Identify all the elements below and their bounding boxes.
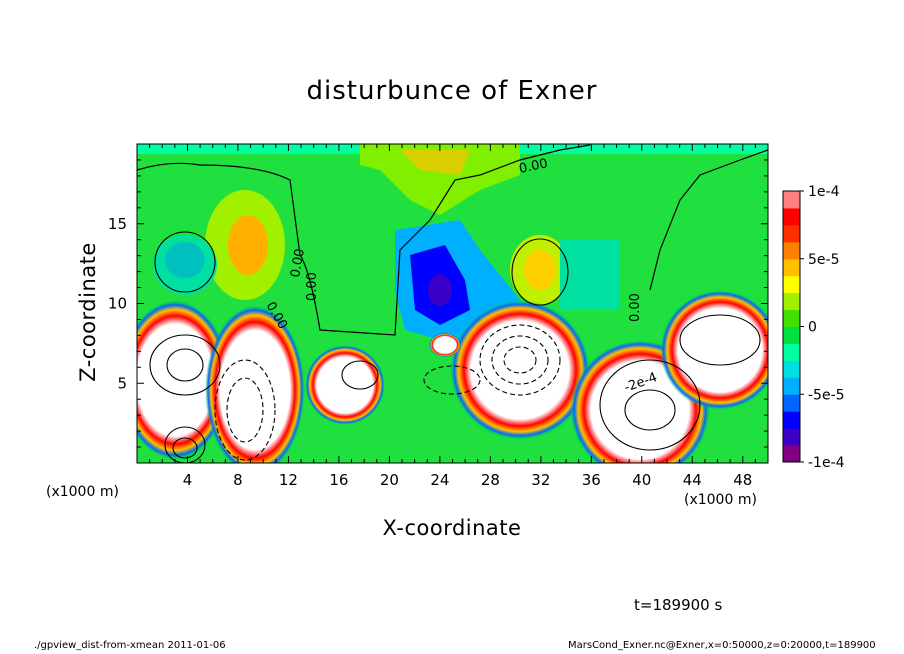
contour-label: 0.00: [288, 248, 308, 279]
x-tick-label: 36: [582, 471, 601, 489]
contour-label: 0.00: [628, 293, 643, 322]
colorbar-tick-label: 1e-4: [808, 184, 840, 200]
x-tick-label: 24: [430, 471, 449, 489]
positive-contours: [149, 314, 761, 463]
colorbar-segment: [783, 224, 800, 243]
colorbar-segment: [783, 343, 800, 361]
x-axis-label: X-coordinate: [382, 516, 522, 540]
colorbar-segment: [783, 377, 800, 395]
contour-ring-right: [511, 238, 569, 306]
x-unit-label-left: (x1000 m): [46, 484, 119, 500]
field-purple-center: [428, 274, 452, 306]
x-tick-label: 16: [329, 471, 348, 489]
field-cyan-right: [560, 240, 620, 310]
field-white-x46: [660, 290, 768, 410]
field-white-x24: [429, 333, 461, 357]
field-white-x10: [205, 305, 305, 463]
colorbar-segment: [783, 428, 800, 446]
y-axis-label: Z-coordinate: [76, 242, 100, 382]
colorbar-segment: [783, 275, 800, 294]
colorbar-segment: [783, 258, 800, 277]
colorbar-segment: [783, 360, 800, 378]
zero-contour-right: [649, 149, 768, 291]
colorbar-tick-label: 5e-5: [808, 252, 839, 268]
negative-contours: [214, 324, 561, 461]
footer-right: MarsCond_Exner.nc@Exner,x=0:50000,z=0:20…: [568, 640, 876, 651]
field-orange-top: [400, 150, 470, 175]
x-tick-label: 4: [183, 471, 193, 489]
field-white-x30: [450, 300, 590, 440]
colorbar-segment: [783, 445, 800, 463]
contour-label: 0.00: [305, 272, 320, 301]
field-yellow-top: [360, 144, 520, 215]
x-tick-label: 12: [279, 471, 298, 489]
y-tick-label: 10: [108, 295, 127, 313]
zero-contour-top: [137, 144, 591, 336]
colorbar-tick-label: -5e-5: [808, 387, 845, 403]
colorbar-segment: [783, 394, 800, 412]
colorbar-segment: [783, 292, 800, 311]
footer-left: ./gpview_dist-from-xmean 2011-01-06: [34, 640, 226, 651]
colorbar-segment: [783, 207, 800, 226]
field-orange-left: [228, 215, 268, 275]
colorbar-tick-label: 0: [808, 320, 817, 336]
x-tick-label: 20: [380, 471, 399, 489]
x-tick-label: 32: [531, 471, 550, 489]
field-cyan-left-core: [165, 242, 205, 278]
colorbar-segment: [783, 326, 800, 344]
y-tick-label: 5: [117, 374, 127, 392]
y-axis: 5 10 15: [108, 143, 768, 464]
colorbar-segment: [783, 411, 800, 429]
contour-ring-left: [154, 231, 216, 293]
colorbar-segment: [783, 309, 800, 327]
time-label: t=189900 s: [634, 596, 723, 614]
field-white-left: [137, 300, 230, 460]
chart-title: disturbunce of Exner: [306, 76, 598, 106]
colorbar-segment: [783, 241, 800, 260]
contour-label: 0.00: [518, 156, 549, 177]
x-tick-label: 40: [632, 471, 651, 489]
x-axis: 4 8 12 16 20 24 28 32 36 40 44 48: [136, 144, 769, 489]
x-unit-label-right: (x1000 m): [684, 492, 757, 508]
colorbar-tick-label: -1e-4: [808, 455, 845, 471]
x-tick-label: 8: [233, 471, 243, 489]
colorbar: 1e-4 5e-5 0 -5e-5 -1e-4: [782, 184, 845, 471]
field-orange-right: [524, 250, 556, 290]
x-tick-label: 44: [683, 471, 702, 489]
field-layer: 0.00 0.00 0.00 0.00 0.00 -2e-4: [137, 144, 768, 463]
x-tick-label: 28: [481, 471, 500, 489]
y-tick-label: 15: [108, 215, 127, 233]
field-white-x16: [305, 345, 385, 425]
colorbar-segment: [783, 191, 800, 209]
x-tick-label: 48: [733, 471, 752, 489]
